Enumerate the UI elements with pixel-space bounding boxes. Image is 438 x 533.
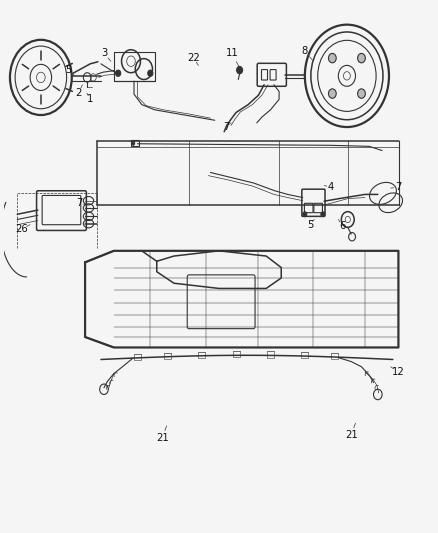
Text: 8: 8	[302, 46, 308, 56]
Text: 7: 7	[395, 182, 402, 192]
Circle shape	[357, 89, 365, 98]
Text: 6: 6	[339, 221, 346, 231]
Text: 22: 22	[187, 53, 200, 62]
Text: 1: 1	[87, 94, 93, 104]
Text: 2: 2	[75, 88, 81, 98]
Circle shape	[237, 67, 243, 74]
Circle shape	[328, 53, 336, 63]
Text: 21: 21	[345, 430, 357, 440]
Text: 12: 12	[392, 367, 405, 377]
Circle shape	[148, 70, 153, 76]
Text: 7: 7	[223, 122, 230, 132]
Text: 7: 7	[76, 198, 83, 208]
Text: 11: 11	[226, 49, 238, 59]
Circle shape	[328, 89, 336, 98]
Circle shape	[116, 70, 121, 76]
Text: 26: 26	[15, 224, 28, 234]
Text: 4: 4	[328, 182, 334, 192]
Text: 3: 3	[101, 49, 107, 59]
Circle shape	[357, 53, 365, 63]
Circle shape	[131, 141, 135, 146]
Text: 5: 5	[307, 220, 313, 230]
Circle shape	[321, 212, 325, 217]
Text: 5: 5	[65, 65, 71, 75]
Text: 21: 21	[156, 433, 169, 443]
Circle shape	[303, 212, 307, 217]
